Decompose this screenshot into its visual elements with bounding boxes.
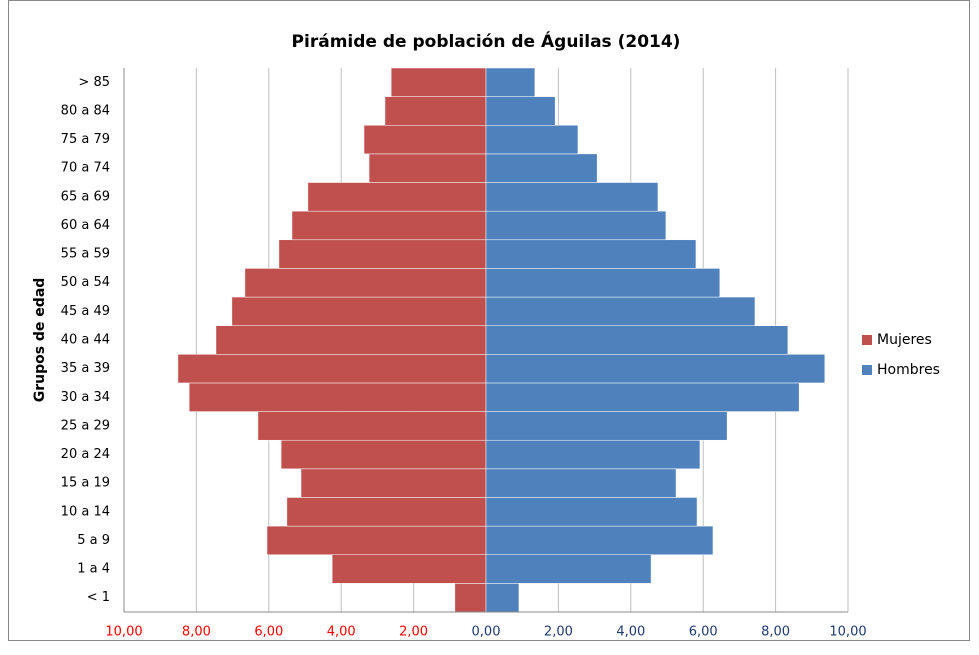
- bar: [485, 382, 800, 412]
- bar: [485, 125, 579, 155]
- bar: [485, 583, 520, 613]
- x-tick-label: 4,00: [327, 625, 356, 640]
- x-tick-label: 2,00: [544, 625, 573, 640]
- bar: [485, 554, 652, 584]
- y-tick-label: 40 a 44: [61, 333, 110, 348]
- y-axis-title: Grupos de edad: [32, 278, 48, 403]
- bar: [257, 411, 487, 441]
- bar: [485, 497, 698, 527]
- bar: [231, 296, 487, 326]
- x-tick-label: 6,00: [689, 625, 718, 640]
- bar: [363, 125, 487, 155]
- bar: [244, 268, 487, 298]
- bar: [384, 96, 487, 126]
- y-tick-label: 10 a 14: [61, 504, 110, 519]
- legend-label: Mujeres: [877, 332, 932, 348]
- x-tick-label: 6,00: [254, 625, 283, 640]
- bar: [485, 411, 728, 441]
- bar: [485, 239, 697, 269]
- bar: [485, 439, 701, 470]
- bar: [454, 583, 487, 613]
- x-tick-label: 4,00: [616, 625, 645, 640]
- y-tick-label: < 1: [87, 590, 110, 605]
- bar: [266, 525, 487, 555]
- bar: [485, 182, 659, 212]
- y-tick-label: 1 a 4: [77, 562, 110, 577]
- bar: [485, 468, 677, 498]
- y-tick-label: 50 a 54: [61, 275, 110, 290]
- y-tick-label: > 85: [78, 75, 110, 90]
- legend-label: Hombres: [877, 362, 940, 378]
- x-tick-label: 10,00: [105, 625, 142, 640]
- chart-title: Pirámide de población de Águilas (2014): [292, 30, 681, 52]
- bar: [485, 268, 721, 298]
- y-tick-label: 35 a 39: [61, 361, 110, 376]
- bar: [390, 67, 487, 97]
- bar: [188, 382, 487, 412]
- y-tick-label: 75 a 79: [61, 132, 110, 147]
- x-tick-label: 10,00: [829, 625, 866, 640]
- bar: [300, 468, 487, 498]
- x-tick-label: 8,00: [182, 625, 211, 640]
- bar: [485, 96, 556, 126]
- bar: [215, 325, 487, 355]
- bar: [331, 554, 487, 584]
- x-tick-label: 2,00: [399, 625, 428, 640]
- y-tick-label: 25 a 29: [61, 418, 110, 433]
- y-tick-label: 20 a 24: [61, 447, 110, 462]
- y-tick-label: 30 a 34: [61, 390, 110, 405]
- bar: [368, 153, 487, 183]
- x-tick-label: 0,00: [472, 625, 501, 640]
- bar: [291, 210, 487, 241]
- bar: [485, 325, 789, 355]
- y-tick-label: 15 a 19: [61, 476, 110, 491]
- bar: [485, 153, 598, 183]
- x-tick-label: 8,00: [761, 625, 790, 640]
- bar: [286, 497, 487, 527]
- bar: [485, 67, 536, 97]
- y-tick-label: 65 a 69: [61, 189, 110, 204]
- legend-swatch: [862, 365, 872, 375]
- bar: [485, 210, 667, 241]
- bar: [177, 354, 487, 384]
- y-tick-label: 60 a 64: [61, 218, 110, 233]
- y-tick-label: 5 a 9: [77, 533, 110, 548]
- bar: [485, 296, 756, 326]
- bar: [485, 525, 714, 555]
- y-tick-label: 70 a 74: [61, 161, 110, 176]
- y-tick-label: 80 a 84: [61, 103, 110, 118]
- bar: [278, 239, 487, 269]
- bar: [307, 182, 487, 212]
- legend-swatch: [862, 335, 872, 345]
- bar: [485, 354, 826, 384]
- bar: [280, 439, 487, 470]
- y-tick-label: 55 a 59: [61, 247, 110, 262]
- y-tick-label: 45 a 49: [61, 304, 110, 319]
